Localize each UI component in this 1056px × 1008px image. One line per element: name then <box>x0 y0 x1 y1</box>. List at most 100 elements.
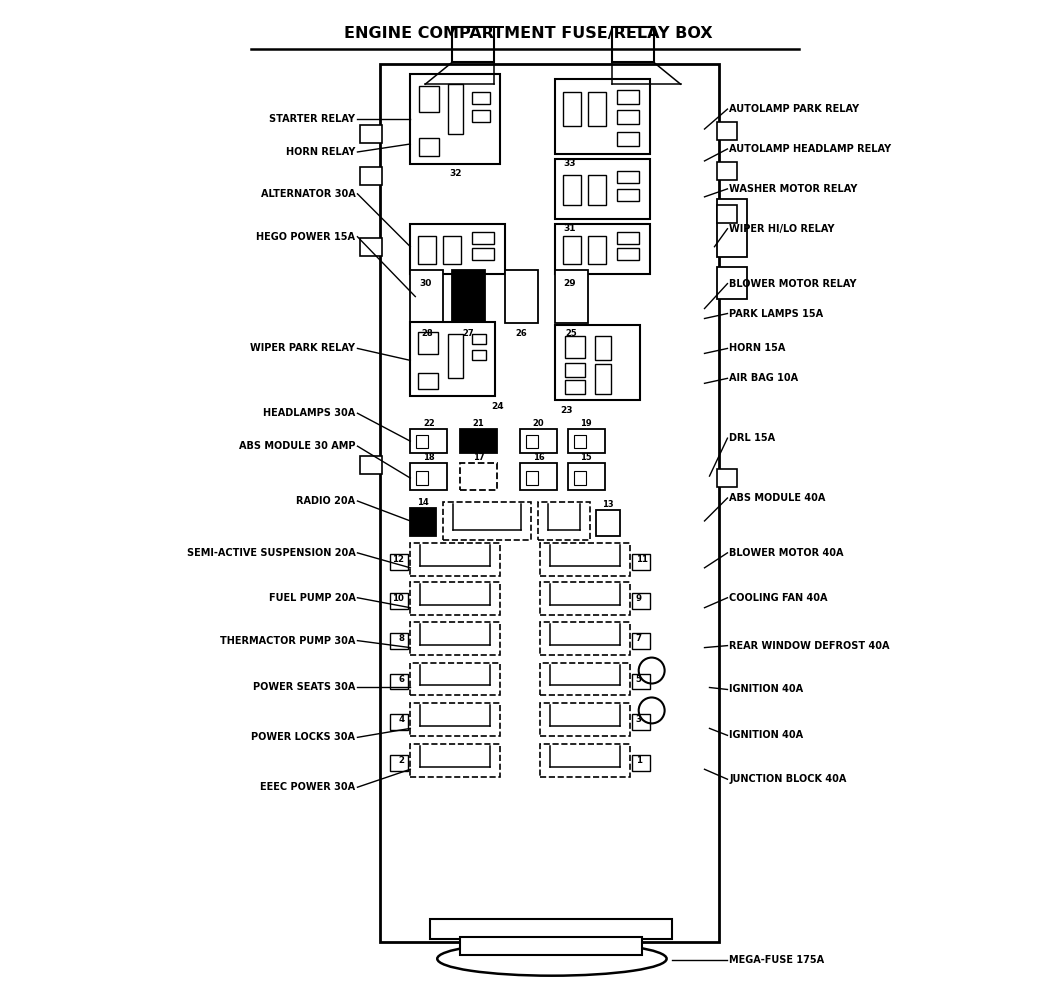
Text: WASHER MOTOR RELAY: WASHER MOTOR RELAY <box>730 183 857 194</box>
Text: 9: 9 <box>636 594 642 603</box>
Bar <box>596 510 620 536</box>
Bar <box>460 463 497 490</box>
Bar <box>526 435 538 449</box>
Bar <box>472 248 494 260</box>
Text: WIPER HI/LO RELAY: WIPER HI/LO RELAY <box>730 224 835 234</box>
Bar <box>617 132 639 146</box>
Bar <box>472 232 494 244</box>
Text: BLOWER MOTOR 40A: BLOWER MOTOR 40A <box>730 548 844 557</box>
Text: 22: 22 <box>422 418 435 427</box>
Bar <box>554 326 640 400</box>
Text: 20: 20 <box>532 418 544 427</box>
Bar <box>565 380 585 394</box>
Bar <box>540 582 629 615</box>
Text: EEEC POWER 30A: EEEC POWER 30A <box>261 782 356 792</box>
Bar <box>595 364 610 394</box>
Bar <box>563 175 581 205</box>
Bar <box>411 704 501 737</box>
Bar <box>472 110 490 122</box>
Bar <box>411 508 436 536</box>
Bar <box>631 715 649 731</box>
Bar <box>573 435 586 449</box>
Text: 7: 7 <box>636 634 642 643</box>
Bar <box>565 337 585 359</box>
Bar <box>573 471 586 485</box>
Bar <box>430 919 672 938</box>
Bar <box>411 429 448 454</box>
Text: BLOWER MOTOR RELAY: BLOWER MOTOR RELAY <box>730 278 856 288</box>
Bar <box>411 582 501 615</box>
Bar <box>391 755 409 771</box>
Bar <box>448 84 464 134</box>
Bar <box>472 92 490 104</box>
Bar <box>617 90 639 104</box>
Text: 15: 15 <box>581 453 592 462</box>
Text: 30: 30 <box>419 279 432 288</box>
Bar <box>418 373 438 389</box>
Bar <box>452 27 494 62</box>
Text: COOLING FAN 40A: COOLING FAN 40A <box>730 593 828 603</box>
Text: REAR WINDOW DEFROST 40A: REAR WINDOW DEFROST 40A <box>730 641 890 650</box>
Bar <box>611 27 654 62</box>
Text: 2: 2 <box>398 756 404 765</box>
Bar <box>391 673 409 689</box>
Bar <box>617 110 639 124</box>
Bar <box>520 463 557 490</box>
Text: HEGO POWER 15A: HEGO POWER 15A <box>257 232 356 242</box>
Bar <box>411 543 501 576</box>
Bar <box>472 335 486 345</box>
Bar <box>568 429 605 454</box>
Text: 5: 5 <box>636 674 642 683</box>
Bar <box>411 75 501 164</box>
Bar <box>631 553 649 570</box>
Text: 11: 11 <box>636 554 647 563</box>
Bar <box>520 429 557 454</box>
Text: 28: 28 <box>421 329 433 338</box>
Bar <box>717 122 737 140</box>
Text: 27: 27 <box>463 329 474 338</box>
Bar <box>416 435 429 449</box>
Bar <box>631 633 649 648</box>
Text: 26: 26 <box>515 329 527 338</box>
Bar <box>444 236 461 264</box>
Bar <box>418 236 436 264</box>
Bar <box>588 236 606 264</box>
Bar <box>360 167 382 184</box>
Bar <box>717 162 737 179</box>
Bar <box>411 744 501 777</box>
Bar <box>448 335 464 378</box>
Text: 32: 32 <box>449 169 461 178</box>
Bar <box>505 270 538 324</box>
Bar <box>588 175 606 205</box>
Text: 24: 24 <box>491 402 504 411</box>
Bar <box>419 86 439 112</box>
Bar <box>391 633 409 648</box>
Text: 6: 6 <box>398 674 404 683</box>
Text: 1: 1 <box>636 756 642 765</box>
Text: ABS MODULE 30 AMP: ABS MODULE 30 AMP <box>239 442 356 452</box>
Text: FUEL PUMP 20A: FUEL PUMP 20A <box>268 593 356 603</box>
Bar <box>595 337 610 361</box>
Bar <box>563 236 581 264</box>
Text: HEADLAMPS 30A: HEADLAMPS 30A <box>263 408 356 418</box>
Bar <box>472 351 486 361</box>
Text: PARK LAMPS 15A: PARK LAMPS 15A <box>730 308 824 319</box>
Bar <box>617 188 639 201</box>
Text: JUNCTION BLOCK 40A: JUNCTION BLOCK 40A <box>730 774 847 784</box>
Bar <box>460 429 497 454</box>
Text: AIR BAG 10A: AIR BAG 10A <box>730 373 798 383</box>
Text: SEMI-ACTIVE SUSPENSION 20A: SEMI-ACTIVE SUSPENSION 20A <box>187 548 356 557</box>
Text: STARTER RELAY: STARTER RELAY <box>269 114 356 124</box>
Bar <box>554 224 649 273</box>
Bar <box>554 270 588 324</box>
Bar <box>360 238 382 256</box>
Bar <box>617 248 639 260</box>
Text: 16: 16 <box>532 453 544 462</box>
Text: ABS MODULE 40A: ABS MODULE 40A <box>730 493 826 503</box>
Text: 21: 21 <box>473 418 485 427</box>
Bar <box>526 471 538 485</box>
Text: THERMACTOR PUMP 30A: THERMACTOR PUMP 30A <box>220 636 356 645</box>
Bar <box>411 662 501 696</box>
Bar <box>416 471 429 485</box>
Bar <box>565 364 585 377</box>
